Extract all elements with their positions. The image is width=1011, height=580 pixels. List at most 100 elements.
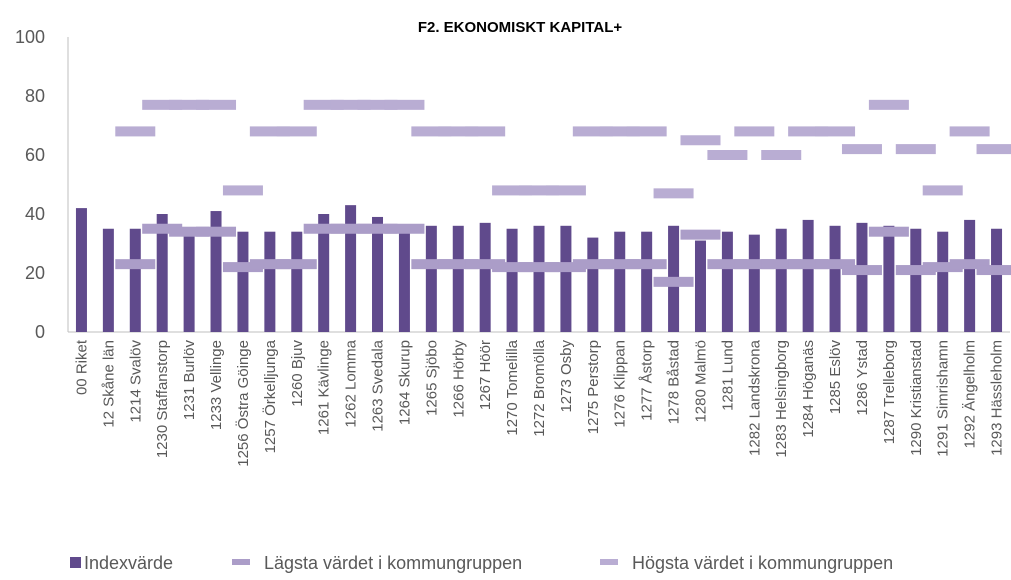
legend-swatch	[232, 559, 250, 565]
range-marker	[330, 223, 371, 234]
range-marker	[734, 259, 775, 270]
bar	[506, 228, 518, 332]
range-marker	[276, 259, 317, 270]
y-tick-label: 0	[35, 322, 45, 342]
bar	[264, 231, 276, 332]
range-marker	[142, 223, 183, 234]
bar	[291, 231, 303, 332]
range-marker	[438, 259, 479, 270]
range-marker	[519, 185, 559, 196]
range-marker	[653, 188, 694, 199]
bar	[452, 225, 464, 332]
x-tick-label: 1265 Sjöbo	[423, 340, 440, 416]
range-marker	[303, 99, 344, 110]
x-tick-label: 1260 Bjuv	[289, 340, 306, 407]
x-tick-label: 1282 Landskrona	[746, 339, 763, 456]
bar	[210, 211, 222, 332]
bar	[964, 219, 976, 332]
range-marker	[895, 144, 936, 155]
y-tick-label: 60	[25, 145, 45, 165]
range-marker	[276, 126, 317, 137]
range-marker	[438, 126, 479, 137]
x-tick-label: 1281 Lund	[719, 340, 736, 411]
bar	[614, 231, 626, 332]
range-marker	[868, 226, 909, 237]
x-tick-label: 1276 Klippan	[612, 340, 629, 428]
range-marker	[734, 126, 775, 137]
x-tick-label: 12 Skåne län	[100, 340, 117, 428]
x-tick-label: 1256 Östra Göinge	[234, 340, 252, 467]
bar	[372, 216, 384, 332]
range-marker	[761, 259, 802, 270]
x-tick-label: 1292 Ängelholm	[962, 340, 979, 448]
bar	[560, 225, 572, 332]
bar	[748, 234, 760, 332]
x-tick-label: 1280 Malmö	[692, 340, 709, 423]
range-marker	[572, 259, 613, 270]
bar	[398, 225, 410, 332]
x-tick-label: 1278 Båstad	[666, 340, 683, 424]
bar	[991, 228, 1003, 332]
range-marker	[545, 262, 586, 273]
x-tick-label: 1230 Staffanstorp	[154, 340, 171, 458]
x-tick-label: 1293 Hässleholm	[989, 340, 1006, 456]
range-marker	[411, 259, 452, 270]
x-tick-label: 1291 Simrishamn	[935, 340, 952, 457]
range-marker	[142, 99, 183, 110]
range-marker	[465, 259, 506, 270]
range-marker	[895, 265, 936, 276]
range-marker	[357, 99, 398, 110]
x-tick-label: 1231 Burlöv	[181, 340, 198, 421]
range-marker	[384, 223, 425, 234]
x-tick-label: 1284 Höganäs	[800, 340, 817, 438]
y-tick-label: 100	[15, 27, 45, 47]
bar	[102, 228, 114, 332]
range-marker	[653, 276, 694, 287]
y-tick-label: 20	[25, 263, 45, 283]
x-tick-label: 1262 Lomma	[343, 339, 360, 427]
x-tick-label: 1277 Åstorp	[639, 340, 656, 421]
bar	[75, 208, 87, 332]
legend-swatch	[70, 557, 81, 568]
range-marker	[384, 99, 425, 110]
bar	[587, 237, 599, 332]
range-marker	[303, 223, 344, 234]
range-marker	[545, 185, 586, 196]
bar	[775, 228, 787, 332]
range-marker	[788, 126, 829, 137]
x-tick-label: 1266 Hörby	[450, 340, 467, 418]
bar	[533, 225, 545, 332]
bar	[829, 225, 841, 332]
x-tick-label: 1283 Helsingborg	[773, 340, 790, 458]
x-tick-label: 1285 Eslöv	[827, 340, 844, 415]
range-marker	[196, 226, 237, 237]
bar	[183, 234, 195, 332]
bar	[479, 222, 491, 332]
range-marker	[949, 126, 990, 137]
range-marker	[519, 262, 559, 273]
bar	[129, 228, 141, 332]
range-marker	[761, 150, 802, 160]
range-marker	[115, 126, 156, 137]
range-marker	[868, 99, 909, 110]
x-tick-label: 1270 Tomelilla	[504, 339, 521, 435]
range-marker	[222, 262, 263, 273]
range-marker	[492, 185, 533, 196]
range-marker	[572, 126, 613, 137]
range-marker	[626, 259, 667, 270]
y-tick-label: 80	[25, 86, 45, 106]
range-marker	[249, 259, 290, 270]
range-marker	[922, 185, 963, 196]
range-marker	[411, 126, 452, 137]
range-marker	[599, 259, 640, 270]
range-marker	[680, 135, 721, 146]
x-tick-label: 1264 Skurup	[396, 340, 413, 425]
x-tick-label: 1286 Ystad	[854, 340, 871, 416]
range-marker	[707, 150, 748, 160]
bar	[345, 205, 357, 332]
bar	[883, 225, 895, 332]
x-tick-label: 1290 Kristianstad	[908, 340, 925, 456]
range-marker	[492, 262, 533, 273]
bar	[156, 214, 168, 332]
